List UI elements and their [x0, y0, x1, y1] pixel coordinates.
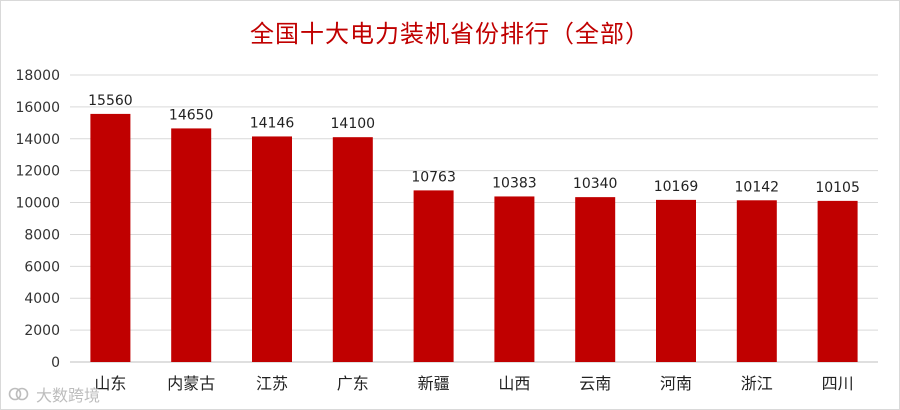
- bar-内蒙古: [171, 128, 212, 362]
- bar-新疆: [413, 190, 454, 362]
- data-label: 10763: [411, 169, 456, 185]
- chart-title: 全国十大电力装机省份排行（全部）: [250, 20, 650, 48]
- x-tick-label: 浙江: [741, 374, 773, 393]
- y-tick-label: 12000: [15, 164, 60, 180]
- data-label: 10142: [735, 179, 780, 195]
- data-label: 10340: [573, 176, 618, 192]
- y-tick-label: 10000: [15, 196, 60, 212]
- data-label: 10105: [815, 180, 860, 196]
- y-tick-label: 0: [51, 355, 60, 371]
- data-label: 14100: [331, 116, 376, 132]
- bar-四川: [817, 200, 858, 362]
- watermark: 大数跨境: [8, 382, 100, 406]
- bar-江苏: [252, 136, 292, 362]
- y-tick-label: 16000: [15, 100, 60, 116]
- data-label: 14650: [169, 107, 214, 123]
- x-tick-label: 山东: [94, 374, 126, 393]
- bar-广东: [332, 137, 373, 362]
- data-label: 14146: [250, 115, 295, 131]
- x-tick-label: 内蒙古: [167, 374, 215, 393]
- x-tick-label: 河南: [660, 374, 692, 393]
- watermark-logo-icon: [8, 387, 29, 401]
- y-tick-labels: 0 2000 4000 6000 8000 10000 12000 14000 16000 180…: [15, 68, 60, 371]
- y-tick-label: 4000: [24, 291, 60, 307]
- y-tick-label: 2000: [24, 323, 60, 339]
- y-tick-label: 8000: [24, 227, 60, 243]
- bars: [90, 113, 858, 362]
- x-tick-label: 云南: [579, 374, 611, 393]
- watermark-text: 大数跨境: [36, 386, 101, 405]
- bar-云南: [575, 197, 616, 362]
- data-label: 10169: [654, 179, 699, 195]
- y-tick-label: 18000: [15, 68, 60, 84]
- bar-河南: [656, 199, 696, 362]
- data-label: 10383: [492, 175, 537, 191]
- x-tick-label: 江苏: [256, 374, 288, 393]
- x-tick-label: 山西: [498, 374, 530, 393]
- bar-山西: [494, 196, 535, 362]
- x-tick-label: 广东: [337, 374, 369, 393]
- y-tick-label: 14000: [15, 132, 60, 148]
- bar-浙江: [736, 200, 777, 362]
- x-tick-labels: 山东 内蒙古 江苏 广东 新疆 山西 云南 河南 浙江 四川: [94, 374, 853, 393]
- bar-山东: [90, 113, 131, 362]
- x-tick-label: 新疆: [418, 374, 450, 393]
- y-tick-label: 6000: [24, 259, 60, 275]
- data-labels: 15560 14650 14146 14100 10763 10383 10340 10169…: [88, 93, 860, 196]
- data-label: 15560: [88, 93, 133, 109]
- x-tick-label: 四川: [822, 374, 854, 393]
